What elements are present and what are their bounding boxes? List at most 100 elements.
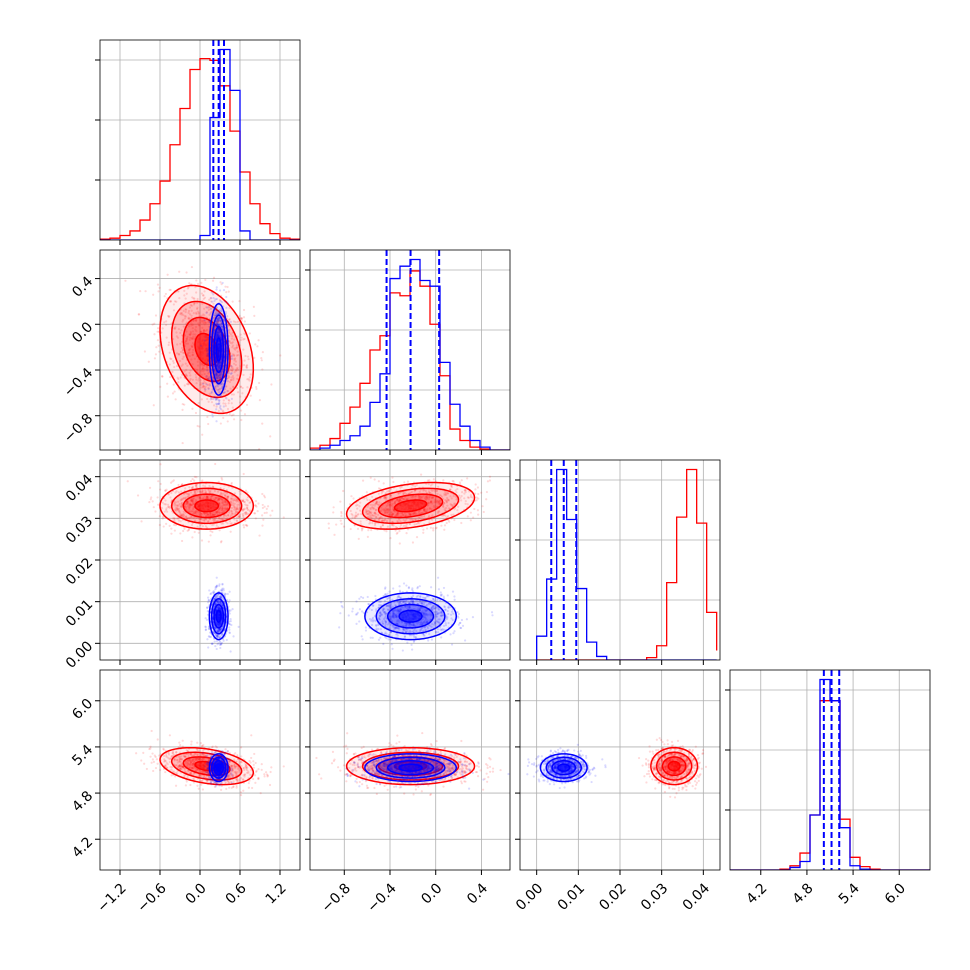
scatter-point xyxy=(218,595,222,598)
scatter-point xyxy=(425,495,428,499)
scatter-point xyxy=(218,330,222,334)
scatter-point xyxy=(139,290,142,293)
scatter-point xyxy=(227,398,230,401)
scatter-point xyxy=(229,522,232,525)
scatter-point xyxy=(178,297,181,300)
scatter-point xyxy=(219,376,222,379)
scatter-point xyxy=(163,510,167,513)
scatter-point xyxy=(239,317,243,320)
scatter-point xyxy=(185,337,188,341)
scatter-point xyxy=(212,319,215,322)
scatter-point xyxy=(191,326,194,330)
scatter-point xyxy=(191,536,194,539)
scatter-point xyxy=(168,300,171,303)
scatter-point xyxy=(356,507,359,510)
scatter-point xyxy=(220,589,224,592)
scatter-point xyxy=(412,484,415,487)
scatter-point xyxy=(390,619,393,622)
contour-red xyxy=(170,300,243,399)
scatter-point xyxy=(202,484,205,487)
scatter-point xyxy=(221,507,224,510)
scatter-point xyxy=(399,600,402,604)
scatter-point xyxy=(186,287,189,290)
scatter-point xyxy=(218,497,221,500)
scatter-point xyxy=(218,529,221,532)
scatter-point xyxy=(218,373,221,377)
scatter-point xyxy=(172,303,175,306)
scatter-point xyxy=(191,501,195,504)
y-tick-label: 0.04 xyxy=(63,472,96,505)
scatter-point xyxy=(448,488,452,491)
scatter-point xyxy=(384,593,387,596)
contour-blue xyxy=(215,609,222,623)
scatter-point xyxy=(180,364,183,368)
scatter-point xyxy=(215,377,219,380)
scatter-point xyxy=(220,628,223,631)
scatter-point xyxy=(229,620,232,623)
scatter-point xyxy=(438,611,441,614)
scatter-point xyxy=(415,495,418,498)
scatter-point xyxy=(221,505,224,508)
scatter-point xyxy=(242,508,245,511)
scatter-point xyxy=(203,512,206,515)
scatter-point xyxy=(372,619,375,622)
scatter-point xyxy=(179,513,182,516)
scatter-point xyxy=(188,313,192,316)
scatter-point xyxy=(219,319,223,323)
scatter-point xyxy=(216,363,219,366)
scatter-point xyxy=(406,480,410,483)
scatter-point xyxy=(184,297,187,300)
scatter-point xyxy=(187,311,190,314)
scatter-point xyxy=(359,520,362,523)
scatter-point xyxy=(203,512,206,515)
scatter-point xyxy=(385,632,388,635)
scatter-point xyxy=(218,595,221,599)
scatter-point xyxy=(254,343,257,346)
scatter-point xyxy=(173,501,176,504)
scatter-point xyxy=(229,609,232,612)
scatter-point xyxy=(199,490,202,493)
scatter-point xyxy=(216,361,219,364)
scatter-point xyxy=(449,495,452,498)
scatter-point xyxy=(381,519,384,523)
scatter-point xyxy=(189,304,193,307)
scatter-point xyxy=(244,489,248,492)
scatter-point xyxy=(215,371,218,374)
scatter-point xyxy=(400,514,403,517)
scatter-point xyxy=(394,627,397,630)
scatter-point xyxy=(217,367,220,370)
scatter-point xyxy=(413,523,416,526)
scatter-point xyxy=(209,635,212,639)
scatter-point xyxy=(422,614,425,618)
scatter-point xyxy=(220,478,224,481)
scatter-point xyxy=(423,509,426,512)
scatter-point xyxy=(215,360,218,363)
scatter-point xyxy=(429,501,432,504)
scatter-point xyxy=(219,607,222,611)
scatter-point xyxy=(188,338,191,341)
scatter-point xyxy=(456,487,459,491)
scatter-point xyxy=(203,381,206,384)
scatter-point xyxy=(188,494,191,497)
scatter-point xyxy=(432,599,435,602)
scatter-point xyxy=(409,513,412,516)
scatter-point xyxy=(219,601,222,604)
scatter-point xyxy=(240,409,243,412)
scatter-point xyxy=(204,628,207,631)
scatter-point xyxy=(194,411,198,415)
scatter-point xyxy=(176,376,179,379)
scatter-point xyxy=(196,310,200,313)
scatter-point xyxy=(441,514,445,517)
scatter-point xyxy=(228,599,231,602)
scatter-point xyxy=(214,645,217,648)
scatter-point xyxy=(173,523,176,526)
scatter-point xyxy=(178,270,181,273)
scatter-point xyxy=(181,363,184,366)
scatter-point xyxy=(213,313,217,316)
scatter-point xyxy=(181,349,184,352)
scatter-point xyxy=(217,316,220,319)
scatter-point xyxy=(192,510,195,513)
scatter-point xyxy=(197,377,200,380)
scatter-point xyxy=(192,297,195,300)
scatter-point xyxy=(173,519,176,522)
